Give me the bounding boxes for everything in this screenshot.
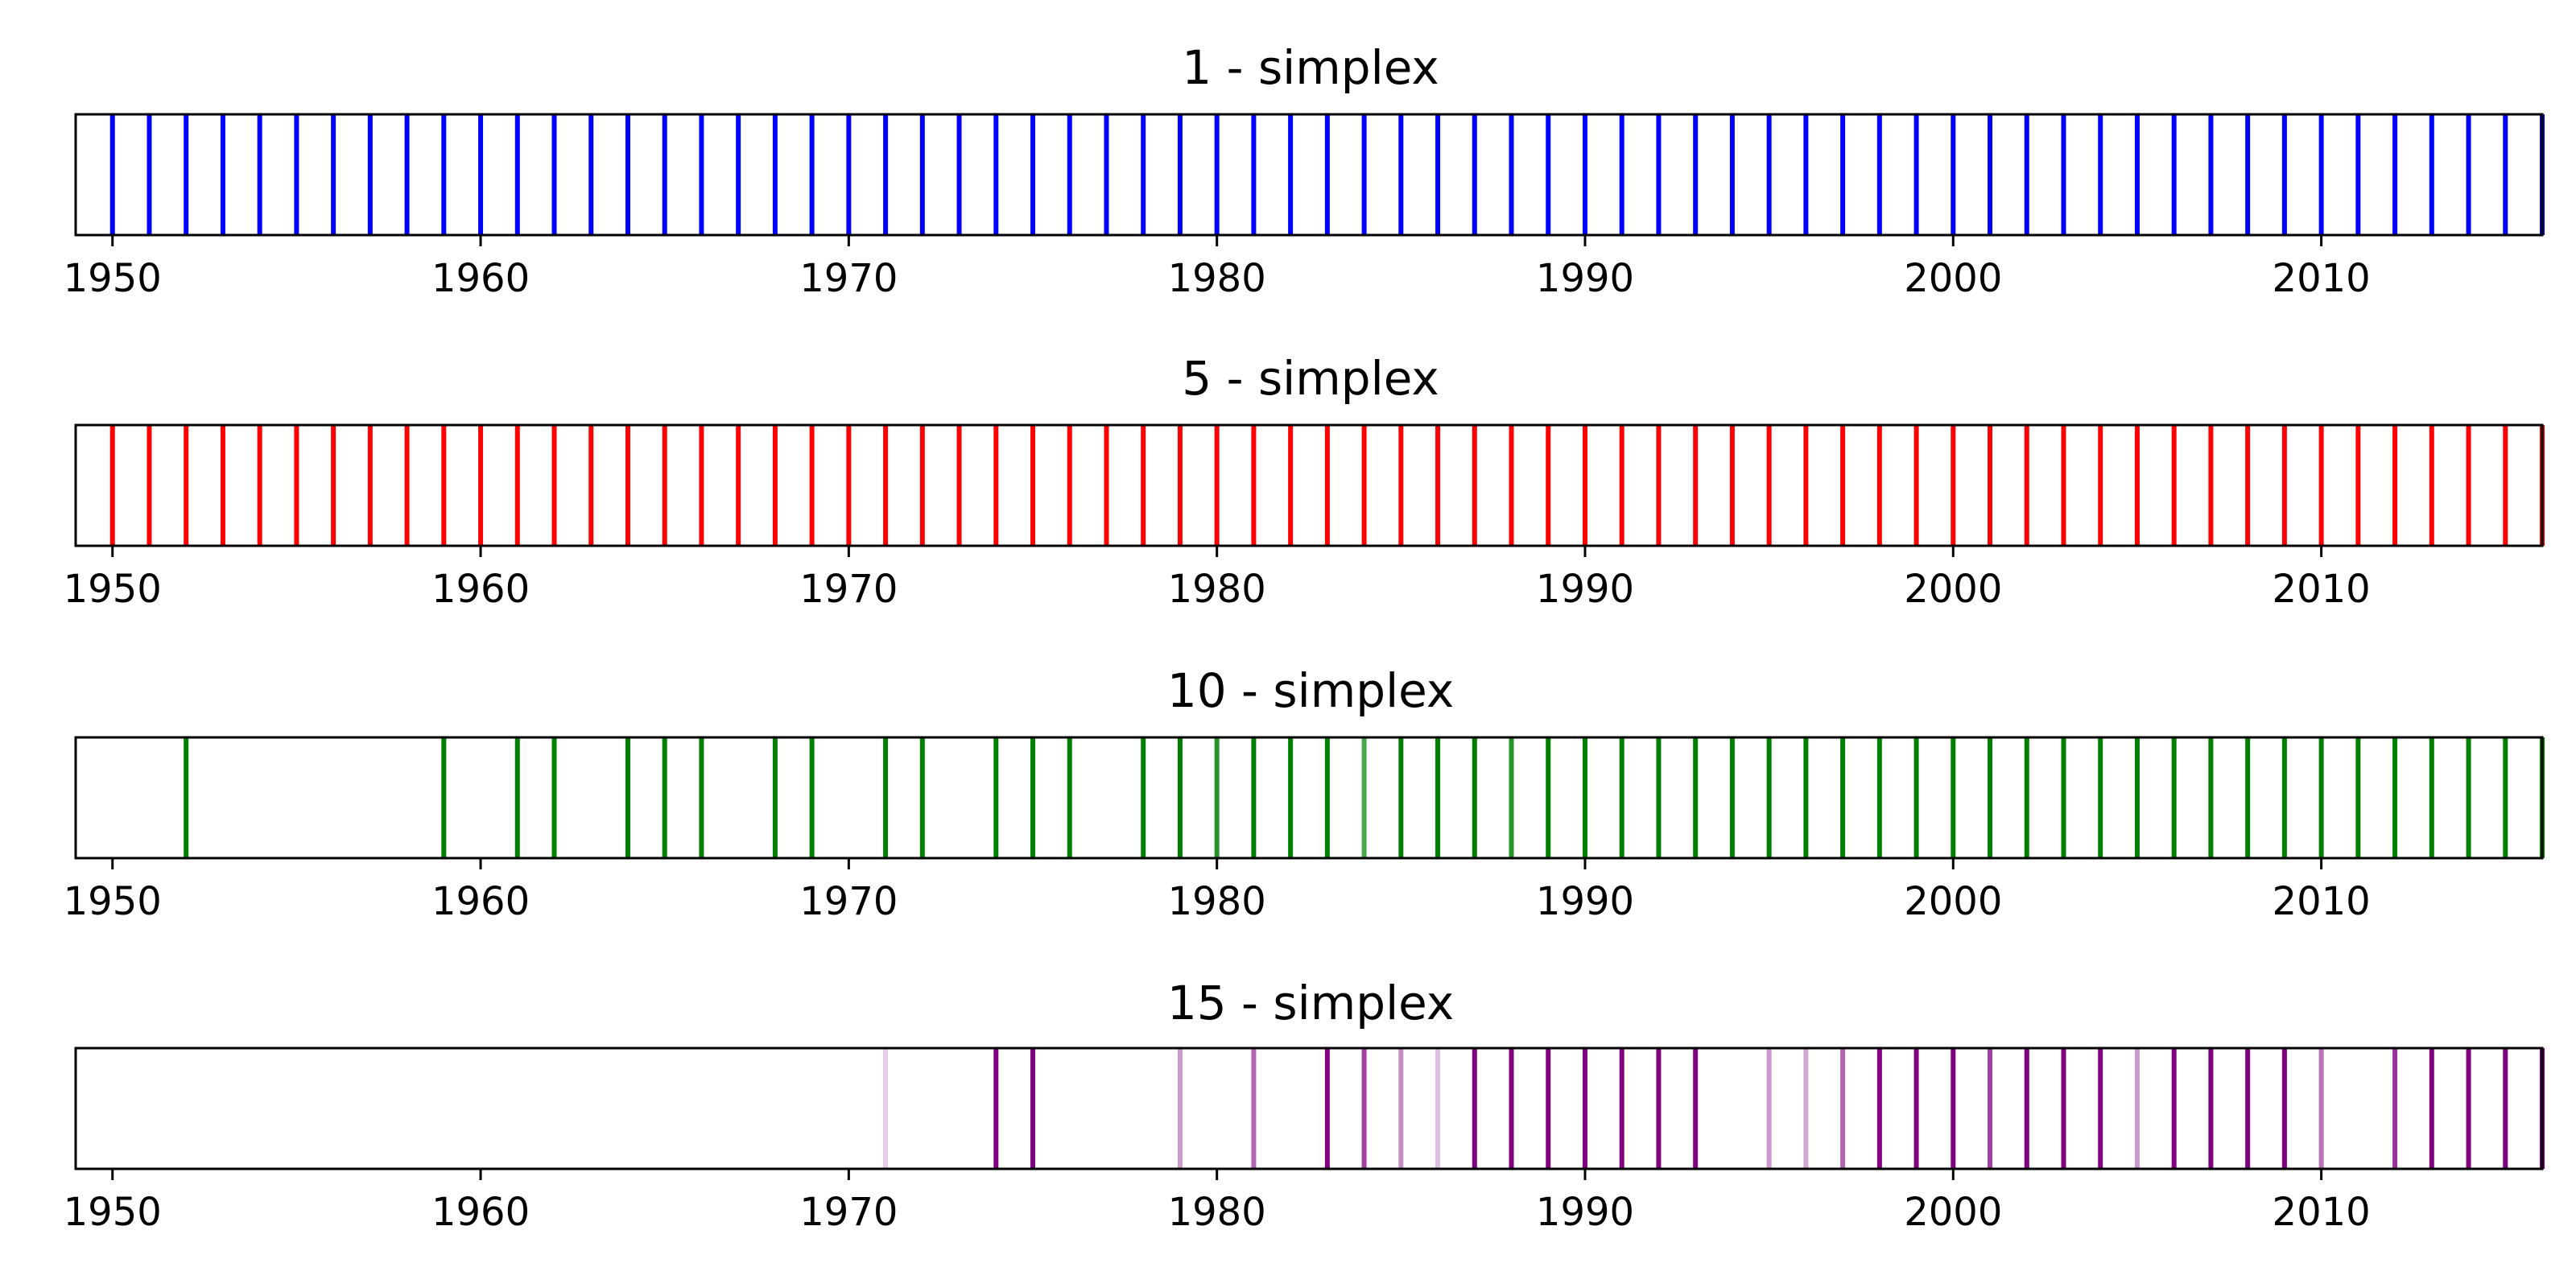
event-lines bbox=[109, 114, 2545, 235]
panel-title: 10 - simplex bbox=[1167, 663, 1454, 718]
x-tick-label: 1960 bbox=[431, 879, 530, 924]
x-axis: 1950 1960 1970 1980 1990 2000 2010 bbox=[64, 1169, 2371, 1235]
x-tick-label: 1980 bbox=[1168, 1190, 1266, 1235]
x-tick-label: 1960 bbox=[431, 567, 530, 612]
plot-frame bbox=[74, 113, 2544, 237]
panel-5-simplex: 5 - simplex 1950 1960 1970 1980 1990 2000 2010 bbox=[64, 351, 2545, 612]
plot-frame bbox=[74, 736, 2544, 860]
x-axis: 1950 1960 1970 1980 1990 2000 2010 bbox=[64, 858, 2371, 924]
x-tick-label: 1960 bbox=[431, 256, 530, 301]
x-tick-label: 1970 bbox=[799, 879, 898, 924]
x-tick-label: 1990 bbox=[1536, 256, 1634, 301]
x-axis: 1950 1960 1970 1980 1990 2000 2010 bbox=[64, 235, 2371, 301]
panel-title: 1 - simplex bbox=[1182, 40, 1439, 95]
x-tick-label: 1970 bbox=[799, 1190, 898, 1235]
x-tick-label: 2000 bbox=[1904, 567, 2002, 612]
x-tick-label: 1970 bbox=[799, 256, 898, 301]
x-tick-label: 1960 bbox=[431, 1190, 530, 1235]
x-tick-label: 1950 bbox=[64, 256, 162, 301]
x-axis: 1950 1960 1970 1980 1990 2000 2010 bbox=[64, 546, 2371, 612]
x-tick-label: 1980 bbox=[1168, 567, 1266, 612]
x-tick-label: 2010 bbox=[2273, 1190, 2371, 1235]
x-tick-label: 1990 bbox=[1536, 1190, 1634, 1235]
x-tick-label: 2010 bbox=[2273, 567, 2371, 612]
panel-title: 5 - simplex bbox=[1182, 351, 1439, 406]
x-tick-label: 1970 bbox=[799, 567, 898, 612]
panel-15-simplex: 15 - simplex 1950 1960 1970 1980 1990 2000 201… bbox=[64, 976, 2545, 1235]
plot-frame bbox=[74, 423, 2544, 547]
panel-title: 15 - simplex bbox=[1167, 976, 1454, 1030]
x-tick-label: 2000 bbox=[1904, 256, 2002, 301]
panel-1-simplex: 1 - simplex 1950 1960 1970 1980 1990 2000 2010 bbox=[64, 40, 2545, 301]
plot-frame bbox=[74, 1046, 2544, 1170]
panel-10-simplex: 10 - simplex 1950 1960 1970 1980 1990 2000 201… bbox=[64, 663, 2545, 924]
event-lines bbox=[109, 425, 2545, 546]
x-tick-label: 2000 bbox=[1904, 879, 2002, 924]
x-tick-label: 1950 bbox=[64, 567, 162, 612]
x-tick-label: 2010 bbox=[2273, 879, 2371, 924]
x-tick-label: 1950 bbox=[64, 1190, 162, 1235]
x-tick-label: 2000 bbox=[1904, 1190, 2002, 1235]
x-tick-label: 2010 bbox=[2273, 256, 2371, 301]
x-tick-label: 1980 bbox=[1168, 256, 1266, 301]
event-lines bbox=[883, 1048, 2545, 1169]
x-tick-label: 1980 bbox=[1168, 879, 1266, 924]
x-tick-label: 1950 bbox=[64, 879, 162, 924]
x-tick-label: 1990 bbox=[1536, 879, 1634, 924]
x-tick-label: 1990 bbox=[1536, 567, 1634, 612]
event-lines bbox=[184, 737, 2545, 858]
